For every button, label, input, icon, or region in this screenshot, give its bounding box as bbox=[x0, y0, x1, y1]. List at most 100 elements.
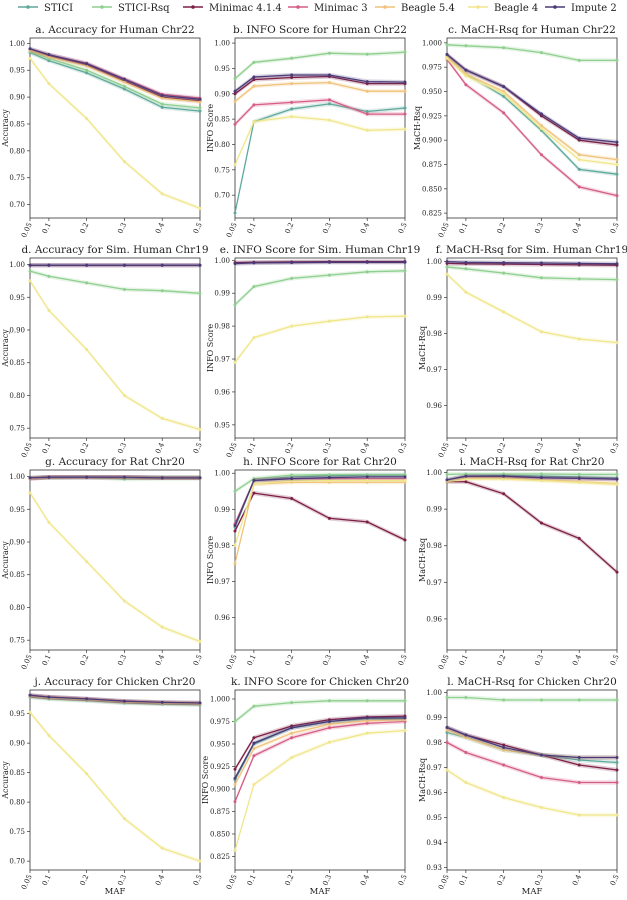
data-point bbox=[47, 734, 50, 737]
data-point bbox=[252, 76, 255, 79]
y-tick-label: 0.98 bbox=[214, 542, 230, 550]
data-point bbox=[366, 270, 369, 273]
y-tick-label: 0.75 bbox=[9, 425, 25, 433]
x-tick-label: 0.4 bbox=[571, 653, 583, 667]
data-point bbox=[404, 538, 407, 541]
data-point bbox=[161, 94, 164, 97]
y-tick-label: 0.75 bbox=[9, 828, 25, 836]
legend-label: Minimac 3 bbox=[314, 3, 368, 14]
y-tick-label: 0.950 bbox=[210, 741, 230, 749]
data-point bbox=[366, 80, 369, 83]
data-point bbox=[366, 261, 369, 264]
x-tick-label: 0.1 bbox=[246, 873, 258, 886]
x-axis-label: MAF bbox=[105, 887, 126, 896]
y-tick-label: 0.875 bbox=[422, 161, 442, 169]
data-point bbox=[290, 277, 293, 280]
data-point bbox=[540, 262, 543, 265]
y-axis-label: INFO Score bbox=[201, 756, 210, 804]
data-point bbox=[123, 160, 126, 163]
data-point bbox=[123, 264, 126, 267]
data-point bbox=[366, 732, 369, 735]
y-tick-label: 0.95 bbox=[9, 294, 25, 302]
data-point bbox=[234, 720, 237, 723]
data-point bbox=[540, 276, 543, 279]
y-axis-label: Accuracy bbox=[1, 761, 10, 800]
data-point bbox=[616, 473, 619, 476]
data-point bbox=[328, 726, 331, 729]
x-tick-label: 0.5 bbox=[192, 873, 204, 886]
data-point bbox=[578, 814, 581, 817]
data-point bbox=[47, 264, 50, 267]
data-point bbox=[199, 264, 202, 267]
data-point bbox=[252, 285, 255, 288]
data-point bbox=[161, 701, 164, 704]
data-point bbox=[123, 288, 126, 291]
series-stici-rsq bbox=[446, 695, 619, 702]
data-point bbox=[234, 800, 237, 803]
data-point bbox=[540, 127, 543, 130]
data-point bbox=[252, 479, 255, 482]
data-point bbox=[540, 51, 543, 54]
data-point bbox=[328, 74, 331, 77]
data-point bbox=[404, 315, 407, 318]
data-point bbox=[540, 806, 543, 809]
data-point bbox=[47, 53, 50, 56]
x-tick-label: 0.05 bbox=[20, 441, 34, 459]
chart-panel-i: i. MaCH-Rsq for Rat Chr200.960.970.980.9… bbox=[418, 456, 621, 671]
y-tick-label: 1.00 bbox=[214, 40, 230, 48]
data-point bbox=[252, 742, 255, 745]
legend-item-stici: STICI bbox=[18, 3, 73, 14]
data-point bbox=[199, 428, 202, 431]
y-tick-label: 0.99 bbox=[426, 506, 442, 514]
y-tick-label: 0.80 bbox=[9, 604, 25, 612]
data-point bbox=[502, 475, 505, 478]
x-tick-label: 0.5 bbox=[397, 653, 409, 666]
data-point bbox=[540, 754, 543, 757]
data-point bbox=[502, 311, 505, 314]
data-point bbox=[328, 320, 331, 323]
y-tick-label: 0.80 bbox=[9, 147, 25, 155]
y-tick-label: 0.90 bbox=[9, 740, 25, 748]
data-point bbox=[290, 74, 293, 77]
chart-title: b. INFO Score for Human Chr22 bbox=[233, 24, 407, 36]
data-point bbox=[328, 102, 331, 105]
series-stici-rsq bbox=[446, 265, 619, 282]
series-stici-rsq bbox=[446, 43, 619, 63]
data-point bbox=[616, 478, 619, 481]
data-point bbox=[616, 571, 619, 574]
series-band bbox=[30, 279, 200, 432]
series-band bbox=[447, 52, 617, 147]
chart-title: e. INFO Score for Sim. Human Chr19 bbox=[220, 244, 421, 256]
chart-panel-g: g. Accuracy for Rat Chr200.750.800.850.9… bbox=[1, 456, 204, 671]
chart-panel-h: h. INFO Score for Rat Chr200.960.970.980… bbox=[206, 456, 409, 671]
data-point bbox=[123, 700, 126, 703]
series-impute-2 bbox=[234, 260, 407, 266]
x-tick-label: 0.3 bbox=[321, 221, 333, 234]
x-tick-label: 0.05 bbox=[225, 873, 239, 891]
data-point bbox=[464, 475, 467, 478]
series-line bbox=[447, 55, 617, 143]
y-tick-label: 1.00 bbox=[9, 40, 25, 48]
data-point bbox=[404, 475, 407, 478]
series-band bbox=[30, 710, 200, 863]
data-point bbox=[404, 90, 407, 93]
x-tick-label: 0.3 bbox=[116, 873, 128, 886]
data-point bbox=[290, 325, 293, 328]
data-point bbox=[290, 497, 293, 500]
y-tick-label: 0.96 bbox=[426, 789, 442, 797]
y-tick-label: 0.95 bbox=[9, 67, 25, 75]
legend-item-beagle-5-4: Beagle 5.4 bbox=[375, 3, 455, 14]
data-point bbox=[502, 699, 505, 702]
legend-marker bbox=[100, 5, 104, 9]
data-point bbox=[199, 860, 202, 863]
x-tick-label: 0.05 bbox=[225, 441, 239, 459]
data-point bbox=[234, 777, 237, 780]
data-point bbox=[578, 158, 581, 161]
data-point bbox=[328, 741, 331, 744]
data-point bbox=[29, 711, 32, 714]
data-point bbox=[234, 544, 237, 547]
data-point bbox=[252, 492, 255, 495]
data-point bbox=[290, 477, 293, 480]
series-band bbox=[447, 52, 617, 144]
